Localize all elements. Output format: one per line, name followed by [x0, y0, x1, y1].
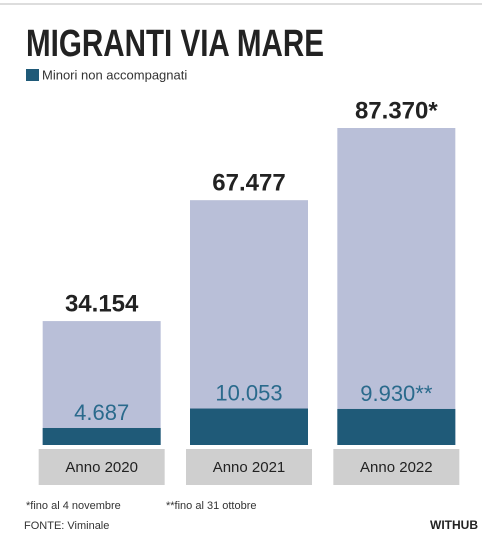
value-label: 10.053 — [215, 380, 282, 405]
source: FONTE: Viminale — [24, 520, 109, 532]
category-box — [186, 449, 312, 485]
x-tick-label: Anno 2020 — [65, 459, 138, 476]
minor-bar — [337, 408, 456, 445]
category-box — [333, 449, 460, 485]
value-label: 67.477 — [212, 170, 285, 197]
brand: WITHUB — [430, 518, 478, 532]
total-bar — [190, 200, 308, 445]
value-label: 87.370* — [355, 97, 438, 124]
x-tick-label: Anno 2022 — [360, 459, 433, 476]
legend-label: Minori non accompagnati — [42, 67, 187, 82]
footnote: **fino al 31 ottobre — [166, 500, 257, 512]
total-bar — [42, 321, 161, 445]
x-tick-label: Anno 2021 — [213, 459, 286, 476]
value-label: 9.930** — [360, 381, 433, 406]
legend-swatch — [26, 69, 39, 81]
value-label: 34.154 — [65, 290, 139, 317]
minor-bar — [42, 427, 161, 445]
minor-bar — [190, 408, 308, 445]
chart-title: MIGRANTI VIA MARE — [26, 23, 324, 65]
value-label: 4.687 — [74, 400, 129, 425]
total-bar — [337, 128, 456, 445]
category-box — [38, 449, 165, 485]
footnote: *fino al 4 novembre — [26, 500, 121, 512]
